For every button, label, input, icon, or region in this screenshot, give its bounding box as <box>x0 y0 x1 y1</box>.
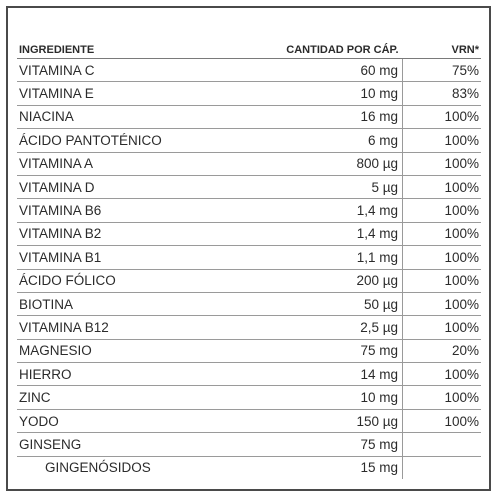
ingredient-cell: ÁCIDO PANTOTÉNICO <box>17 128 269 153</box>
vrn-cell: 100% <box>402 152 481 176</box>
table-row: VITAMINA A 800 µg 100% <box>17 152 481 176</box>
amount-cell: 6 mg <box>268 128 404 153</box>
amount-cell: 75 mg <box>268 339 404 364</box>
amount-cell: 60 mg <box>268 58 404 83</box>
amount-cell: 50 µg <box>268 292 404 317</box>
amount-cell: 5 µg <box>268 175 404 200</box>
ingredient-cell: VITAMINA C <box>17 58 269 83</box>
header-vrn: VRN* <box>402 36 481 59</box>
vrn-cell: 83% <box>402 81 481 106</box>
vrn-cell <box>403 456 481 479</box>
ingredient-cell: HIERRO <box>17 362 269 387</box>
amount-cell: 16 mg <box>268 105 404 130</box>
ingredient-cell: VITAMINA A <box>17 152 269 176</box>
table-row: GINSENG 75 mg <box>17 432 481 457</box>
vrn-cell: 100% <box>402 362 481 387</box>
amount-cell: 200 µg <box>268 269 404 293</box>
header-ingredient: INGREDIENTE <box>17 36 269 59</box>
table-row: HIERRO 14 mg 100% <box>17 362 481 387</box>
amount-cell: 1,4 mg <box>268 222 404 247</box>
ingredient-cell: VITAMINA B6 <box>17 198 269 223</box>
amount-cell: 800 µg <box>268 152 404 176</box>
ingredient-cell: ÁCIDO FÓLICO <box>17 269 269 293</box>
ingredient-cell: VITAMINA B2 <box>17 222 269 247</box>
table-header-row: INGREDIENTE CANTIDAD POR CÁP. VRN* <box>17 36 481 59</box>
vrn-cell: 100% <box>402 105 481 130</box>
ingredient-cell: ZINC <box>17 385 269 410</box>
ingredient-cell: GINSENG <box>17 432 269 457</box>
vrn-cell: 100% <box>402 175 481 200</box>
amount-cell: 10 mg <box>268 81 404 106</box>
ingredient-cell: VITAMINA B12 <box>17 315 269 340</box>
amount-cell: 1,4 mg <box>268 198 404 223</box>
header-amount: CANTIDAD POR CÁP. <box>268 36 403 59</box>
amount-cell: 15 mg <box>268 456 404 480</box>
table-row: VITAMINA B12 2,5 µg 100% <box>17 315 481 340</box>
amount-cell: 1,1 mg <box>268 245 404 270</box>
amount-cell: 75 mg <box>268 432 404 457</box>
table-row: ÁCIDO PANTOTÉNICO 6 mg 100% <box>17 128 481 153</box>
vrn-cell: 100% <box>402 198 481 223</box>
vrn-cell: 100% <box>402 315 481 340</box>
vrn-cell: 20% <box>402 339 481 364</box>
nutrition-table-frame <box>6 6 491 491</box>
table-row: VITAMINA E 10 mg 83% <box>17 81 481 106</box>
table-row: VITAMINA B6 1,4 mg 100% <box>17 198 481 223</box>
vrn-cell: 100% <box>402 269 481 293</box>
amount-cell: 10 mg <box>268 385 404 410</box>
vrn-cell: 75% <box>402 58 481 83</box>
ingredient-cell: BIOTINA <box>17 292 269 317</box>
table-row: VITAMINA C 60 mg 75% <box>17 58 481 83</box>
amount-cell: 150 µg <box>268 409 404 434</box>
table-row: ÁCIDO FÓLICO 200 µg 100% <box>17 269 481 293</box>
amount-cell: 14 mg <box>268 362 404 387</box>
vrn-cell <box>402 432 481 457</box>
table-row: ZINC 10 mg 100% <box>17 385 481 410</box>
table-row: VITAMINA B1 1,1 mg 100% <box>17 245 481 270</box>
table-row-sub: GINGENÓSIDOS 15 mg <box>17 456 481 480</box>
ingredient-cell: MAGNESIO <box>17 339 269 364</box>
table-row: MAGNESIO 75 mg 20% <box>17 339 481 364</box>
vrn-cell: 100% <box>402 292 481 317</box>
table-row: VITAMINA B2 1,4 mg 100% <box>17 222 481 247</box>
nutrition-table: INGREDIENTE CANTIDAD POR CÁP. VRN* VITAM… <box>17 36 481 480</box>
ingredient-cell: GINGENÓSIDOS <box>45 460 151 476</box>
vrn-cell: 100% <box>402 222 481 247</box>
vrn-cell: 100% <box>402 245 481 270</box>
amount-cell: 2,5 µg <box>268 315 404 340</box>
ingredient-cell: YODO <box>17 409 269 434</box>
ingredient-cell: VITAMINA D <box>17 175 269 200</box>
table-row: NIACINA 16 mg 100% <box>17 105 481 130</box>
vrn-cell: 100% <box>402 128 481 153</box>
table-row: YODO 150 µg 100% <box>17 409 481 434</box>
vrn-cell: 100% <box>402 409 481 434</box>
table-row: BIOTINA 50 µg 100% <box>17 292 481 317</box>
ingredient-cell: NIACINA <box>17 105 269 130</box>
ingredient-cell: VITAMINA B1 <box>17 245 269 270</box>
vrn-cell: 100% <box>402 385 481 410</box>
ingredient-cell: VITAMINA E <box>17 81 269 106</box>
